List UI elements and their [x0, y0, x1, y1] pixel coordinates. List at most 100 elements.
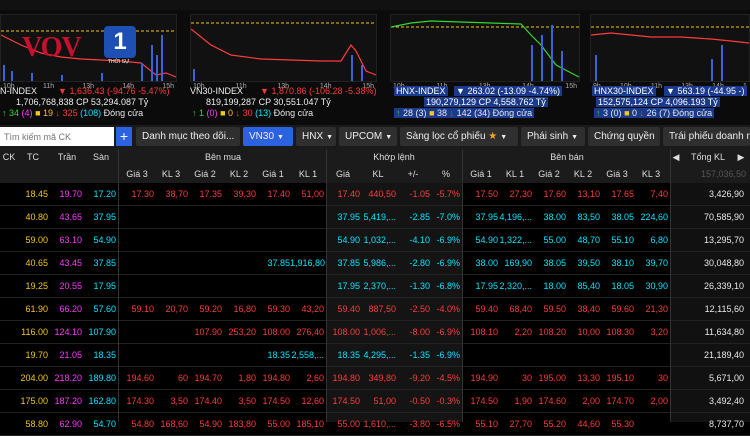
cell-s3: 108.30 [606, 327, 634, 337]
table-row[interactable]: 175.00 187.20 162.80 174.30 3,50 174.40 3,50 17… [0, 390, 750, 413]
cell-b1: 55.00 [267, 419, 290, 429]
cell-k3: 3,50 [170, 396, 188, 406]
cell-ch: -3.80 [409, 419, 430, 429]
table-row[interactable]: 58.80 62.90 54.70 54.80 168,60 54.90 183,80 55.… [0, 413, 750, 436]
cell-san: 17.95 [93, 281, 116, 291]
cell-pct: -5.7% [436, 189, 460, 199]
cell-tran: 43.45 [59, 258, 82, 268]
cell-tc: 18.45 [25, 189, 48, 199]
index-breadth: ↑ 3 (0) ■ 0 ↓ 26 (7) Đóng cửa [594, 108, 715, 118]
col-match-price[interactable]: Giá [335, 169, 350, 179]
cell-s3: 18.05 [611, 281, 634, 291]
col-ck[interactable]: CK [2, 152, 16, 162]
col-ask1-price[interactable]: Giá 1 [470, 169, 492, 179]
cell-kl: 1,610,... [363, 419, 396, 429]
table-row[interactable]: 59.00 63.10 54.90 54.90 1,032,... -4.10 -6.9% 5… [0, 229, 750, 252]
cell-gia: 17.40 [337, 189, 360, 199]
cell-s1: 108.10 [470, 327, 498, 337]
cell-pct: -7.0% [436, 212, 460, 222]
cell-san: 37.95 [93, 212, 116, 222]
cell-sk2: 44,60 [577, 419, 600, 429]
cell-tc: 61.90 [25, 304, 48, 314]
table-row[interactable]: 116.00 124.10 107.90 107.90 253,20 108.00 276,… [0, 321, 750, 344]
col-tc[interactable]: TC [27, 152, 39, 162]
col-total-volume[interactable]: Tổng KL [690, 152, 726, 162]
col-bid1-vol[interactable]: KL 1 [298, 169, 318, 179]
cell-sk2: 48,70 [577, 235, 600, 245]
table-row[interactable]: 19.70 21.05 18.35 18.35 2,558,... 18.35 4,295,… [0, 344, 750, 367]
col-ask3-price[interactable]: Giá 3 [606, 169, 628, 179]
cell-san: 107.90 [88, 327, 116, 337]
col-change[interactable]: +/- [407, 169, 419, 179]
cell-k2: 3,50 [238, 396, 256, 406]
cell-kl: 887,50 [368, 304, 396, 314]
cell-ch: -9.20 [409, 373, 430, 383]
table-row[interactable]: 204.00 218.20 189.80 194.60 60 194.70 1,80 194.… [0, 367, 750, 390]
table-row[interactable]: 61.90 66.20 57.60 59.10 20,70 59.20 16,80 59.30… [0, 298, 750, 321]
stock-search-input[interactable] [0, 127, 114, 146]
cell-s2: 195.00 [538, 373, 566, 383]
index-value: ▼ 1,870.86 (-106.28 -5.38%) [260, 86, 377, 96]
cell-sk3: 224,60 [640, 212, 668, 222]
caret-left-icon[interactable]: ◀ [672, 152, 680, 162]
cell-san: 54.90 [93, 235, 116, 245]
stock-screener-button[interactable]: Sàng lọc cổ phiếu ★ ▼ [400, 127, 518, 146]
col-floor[interactable]: Sàn [92, 152, 109, 162]
cell-k1: 1,916,80 [290, 258, 326, 268]
add-watchlist-button[interactable]: + [116, 127, 132, 146]
tab-hnx[interactable]: HNX ▼ [296, 127, 336, 146]
cell-tran: 43.65 [59, 212, 82, 222]
tab-derivatives[interactable]: Phái sinh ▼ [521, 127, 585, 146]
cell-tong: 8,737,70 [708, 419, 744, 429]
index-card-vn30[interactable]: 10h 11h 13h 14h 15h VN30-INDEX ▼ 1,870.86 (-… [190, 10, 380, 125]
caret-right-icon[interactable]: ▶ [737, 152, 745, 162]
cell-gia: 18.35 [337, 350, 360, 360]
col-bid3-price[interactable]: Giá 3 [126, 169, 148, 179]
cell-san: 17.20 [93, 189, 116, 199]
cell-sk3: 2,00 [650, 396, 668, 406]
tab-warrants[interactable]: Chứng quyền [588, 127, 660, 146]
col-bid2-vol[interactable]: KL 2 [229, 169, 249, 179]
cell-sk2: 38,40 [577, 304, 600, 314]
col-ask3-vol[interactable]: KL 3 [641, 169, 661, 179]
watchlist-dropdown[interactable]: Danh mục theo dõi... [136, 127, 240, 146]
col-match-vol[interactable]: KL [372, 169, 384, 179]
table-row[interactable]: 40.80 43.65 37.95 37.95 5,419,... -2.85 -7.0% 3… [0, 206, 750, 229]
cell-sk2: 13,10 [577, 189, 600, 199]
cell-b3: 17.30 [131, 189, 154, 199]
cell-s1: 54.90 [475, 235, 498, 245]
tab-upcom[interactable]: UPCOM ▼ [339, 127, 397, 146]
table-row[interactable]: 19.25 20.55 17.95 17.95 2,370,... -1.30 -6.8% 1… [0, 275, 750, 298]
col-bid1-price[interactable]: Giá 1 [262, 169, 284, 179]
index-card-vnindex[interactable]: 10h 11h 13h 14h 15h VOV 1 THỜI SỰ N-INDEX ▼ … [0, 10, 185, 125]
tab-vn30[interactable]: VN30 ▼ [243, 127, 293, 146]
cell-ch: -1.05 [409, 189, 430, 199]
table-row[interactable]: 18.45 19.70 17.20 17.30 38,70 17.35 39,30 17.40… [0, 183, 750, 206]
mini-chart-svg [190, 22, 377, 81]
index-summary-bar: 10h 11h 13h 14h 15h VOV 1 THỜI SỰ N-INDEX ▼ … [0, 10, 750, 125]
col-percent[interactable]: % [441, 169, 450, 179]
tab-corporate-bonds[interactable]: Trái phiếu doanh n [663, 127, 750, 146]
col-ask2-vol[interactable]: KL 2 [573, 169, 593, 179]
cell-sk1: 1,322,... [499, 235, 532, 245]
col-ask1-vol[interactable]: KL 1 [505, 169, 525, 179]
cell-s1: 17.50 [475, 189, 498, 199]
col-ceiling[interactable]: Trần [57, 152, 77, 162]
cell-ch: -2.85 [409, 212, 430, 222]
table-row[interactable]: 40.65 43.45 37.85 37.85 1,916,80 37.85 5,986,.… [0, 252, 750, 275]
col-bid2-price[interactable]: Giá 2 [194, 169, 216, 179]
index-value: ▼ 563.19 (-44.95 -) [664, 86, 747, 96]
table-header-sub: Giá 3 KL 3 Giá 2 KL 2 Giá 1 KL 1 Giá KL … [0, 166, 750, 183]
mini-chart-svg [0, 30, 177, 81]
col-ask2-price[interactable]: Giá 2 [538, 169, 560, 179]
cell-ch: -0.50 [409, 396, 430, 406]
cell-pct: -6.8% [436, 281, 460, 291]
cell-tran: 187.20 [54, 396, 82, 406]
chevron-down-icon: ▼ [326, 134, 334, 141]
cell-gia: 17.95 [337, 281, 360, 291]
index-card-hnx30[interactable]: 9h10h11h13h14h1 HNX30-INDEX ▼ 563.19 (-4… [590, 10, 750, 125]
col-bid3-vol[interactable]: KL 3 [161, 169, 181, 179]
cell-pct: -0.3% [436, 396, 460, 406]
top-strip [0, 0, 750, 10]
